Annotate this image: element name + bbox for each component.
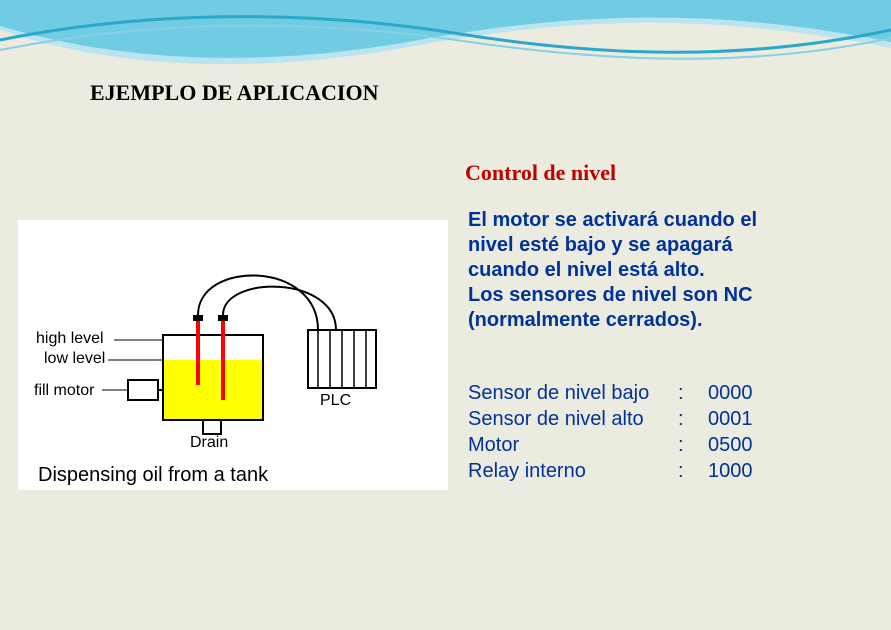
label-plc: PLC	[320, 392, 351, 410]
table-row: Motor : 0500	[468, 432, 788, 458]
desc-line: El motor se activará cuando el	[468, 208, 873, 233]
table-row: Relay interno : 1000	[468, 458, 788, 484]
wire-low	[223, 287, 336, 330]
wire-high	[198, 275, 318, 330]
assign-label: Relay interno	[468, 458, 678, 484]
label-high-level: high level	[36, 330, 104, 348]
diagram-caption: Dispensing oil from a tank	[38, 464, 268, 487]
io-assignment-table: Sensor de nivel bajo : 0000 Sensor de ni…	[468, 380, 788, 484]
label-low-level: low level	[44, 350, 105, 368]
table-row: Sensor de nivel alto : 0001	[468, 406, 788, 432]
desc-line: nivel esté bajo y se apagará	[468, 233, 873, 258]
page-heading: EJEMPLO DE APLICACION	[90, 80, 378, 106]
assign-colon: :	[678, 458, 708, 484]
assign-value: 0500	[708, 432, 788, 458]
assign-colon: :	[678, 406, 708, 432]
drain-outlet	[203, 420, 221, 434]
desc-line: (normalmente cerrados).	[468, 308, 873, 333]
assign-label: Sensor de nivel alto	[468, 406, 678, 432]
label-drain: Drain	[190, 434, 228, 452]
header-wave	[0, 0, 891, 90]
page-subtitle: Control de nivel	[465, 160, 616, 186]
assign-colon: :	[678, 432, 708, 458]
assign-colon: :	[678, 380, 708, 406]
fill-motor-box	[128, 380, 158, 400]
assign-label: Sensor de nivel bajo	[468, 380, 678, 406]
desc-line: cuando el nivel está alto.	[468, 258, 873, 283]
assign-value: 0001	[708, 406, 788, 432]
description-block: El motor se activará cuando el nivel est…	[468, 208, 873, 333]
tank-diagram: high level low level fill motor Drain PL…	[18, 220, 448, 490]
desc-line: Los sensores de nivel son NC	[468, 283, 873, 308]
assign-value: 0000	[708, 380, 788, 406]
oil-fill	[164, 360, 262, 419]
assign-label: Motor	[468, 432, 678, 458]
table-row: Sensor de nivel bajo : 0000	[468, 380, 788, 406]
assign-value: 1000	[708, 458, 788, 484]
label-fill-motor: fill motor	[34, 382, 94, 400]
